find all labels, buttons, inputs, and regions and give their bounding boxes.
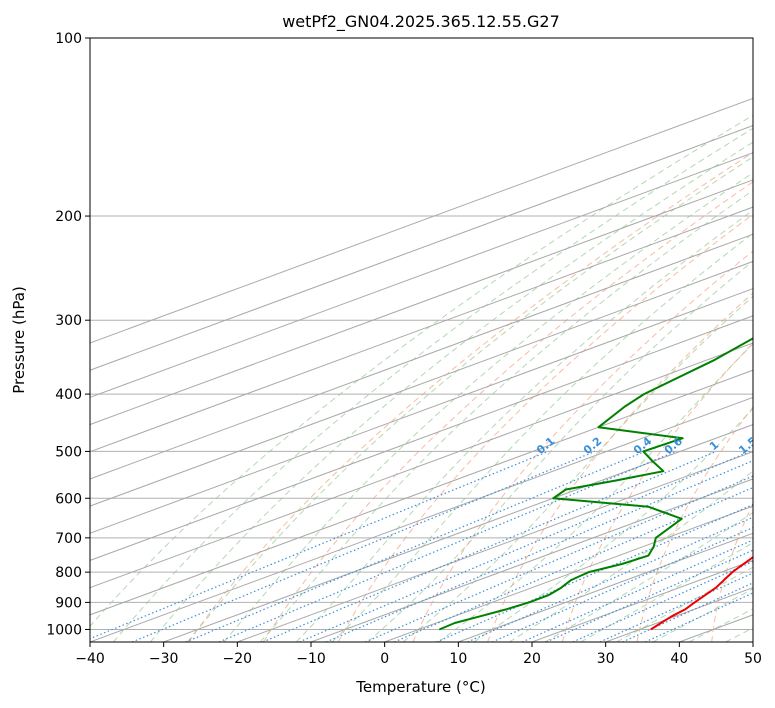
mixing-ratio-line (185, 450, 646, 642)
y-tick-label: 900 (55, 595, 82, 611)
x-tick-label: −30 (149, 651, 179, 667)
isotherm-line (90, 315, 753, 561)
mixing-ratio-line (393, 486, 753, 642)
x-tick-label: 10 (449, 651, 467, 667)
y-tick-label: 700 (55, 531, 82, 547)
moist-adiabat (580, 542, 753, 642)
isotherm-line (237, 451, 753, 642)
dry-adiabat (337, 213, 753, 642)
moist-adiabat (544, 511, 753, 642)
y-tick-label: 1000 (46, 622, 82, 638)
x-tick-label: 20 (523, 651, 541, 667)
isotherm-line (90, 206, 753, 453)
moist-adiabat (295, 209, 753, 642)
plot-frame (89, 37, 754, 643)
mixing-ratio-line (131, 450, 596, 642)
isotherm-line (90, 342, 753, 589)
isotherm-line (384, 505, 753, 642)
y-tick-label: 500 (55, 444, 82, 460)
y-tick-label: 300 (55, 313, 82, 329)
y-tick-label: 100 (55, 31, 82, 47)
isotherm-line (90, 288, 753, 534)
x-tick-label: −20 (223, 651, 253, 667)
mixing-ratio-line (521, 539, 753, 642)
x-tick-label: 50 (744, 651, 762, 667)
moist-adiabat (223, 172, 753, 642)
dry-adiabat (188, 151, 753, 642)
x-tick-label: 40 (670, 651, 688, 667)
x-tick-label: 30 (597, 651, 615, 667)
x-tick-label: −40 (75, 651, 105, 667)
isotherm-line (90, 179, 753, 426)
mixing-ratio-line (599, 572, 753, 642)
isotherm-lines (90, 97, 753, 642)
isotherm-line (310, 478, 753, 642)
y-axis-ticks: 1000 900 800 700 600 500 400 300 200 100 (46, 31, 90, 638)
temperature-profile-line (650, 555, 753, 631)
isotherm-line (90, 396, 753, 642)
moist-adiabat (402, 295, 753, 642)
dry-adiabat (636, 406, 753, 642)
mixing-ratio-line (298, 450, 751, 642)
isotherm-line (163, 424, 753, 642)
dry-adiabat (487, 292, 753, 642)
isotherm-line (90, 152, 753, 398)
mixing-ratio-line (572, 560, 753, 642)
y-tick-label: 600 (55, 491, 82, 507)
mixing-ratio-lines (90, 450, 753, 642)
y-tick-label: 400 (55, 387, 82, 403)
isotherm-line (90, 369, 753, 616)
isotherm-line (458, 532, 753, 642)
isotherm-line (90, 233, 753, 480)
y-tick-label: 800 (55, 565, 82, 581)
y-axis-label: Pressure (hPa) (10, 286, 28, 394)
isotherm-line (90, 125, 753, 371)
moist-adiabat (150, 141, 753, 642)
moist-adiabat (259, 189, 753, 642)
isotherm-line (90, 260, 753, 507)
moist-adiabat (186, 156, 753, 642)
isotherm-line (90, 97, 753, 344)
sounding-profiles (438, 337, 753, 631)
moist-adiabat (113, 127, 753, 642)
y-tick-label: 200 (55, 209, 82, 225)
dewpoint-profile-line (438, 337, 753, 631)
mixing-ratio-line (218, 450, 676, 642)
mixing-ratio-line (622, 582, 753, 642)
moist-adiabat (509, 470, 753, 642)
chart-title: wetPf2_GN04.2025.365.12.55.G27 (282, 12, 560, 32)
x-axis-label: Temperature (°C) (355, 678, 485, 696)
x-tick-label: 0 (380, 651, 389, 667)
mixing-ratio-line (90, 450, 549, 640)
dry-adiabat (561, 342, 753, 642)
mixing-ratio-line (325, 460, 753, 642)
mixing-ratio-line (262, 450, 717, 642)
mixing-ratio-line (644, 592, 753, 642)
x-axis-ticks: −40 −30 −20 −10 0 10 20 30 40 50 (75, 642, 762, 667)
moist-adiabat (90, 114, 753, 627)
dry-adiabat (263, 181, 753, 642)
x-tick-label: −10 (296, 651, 326, 667)
moist-adiabat (367, 260, 753, 642)
moist-adiabat (331, 232, 753, 642)
